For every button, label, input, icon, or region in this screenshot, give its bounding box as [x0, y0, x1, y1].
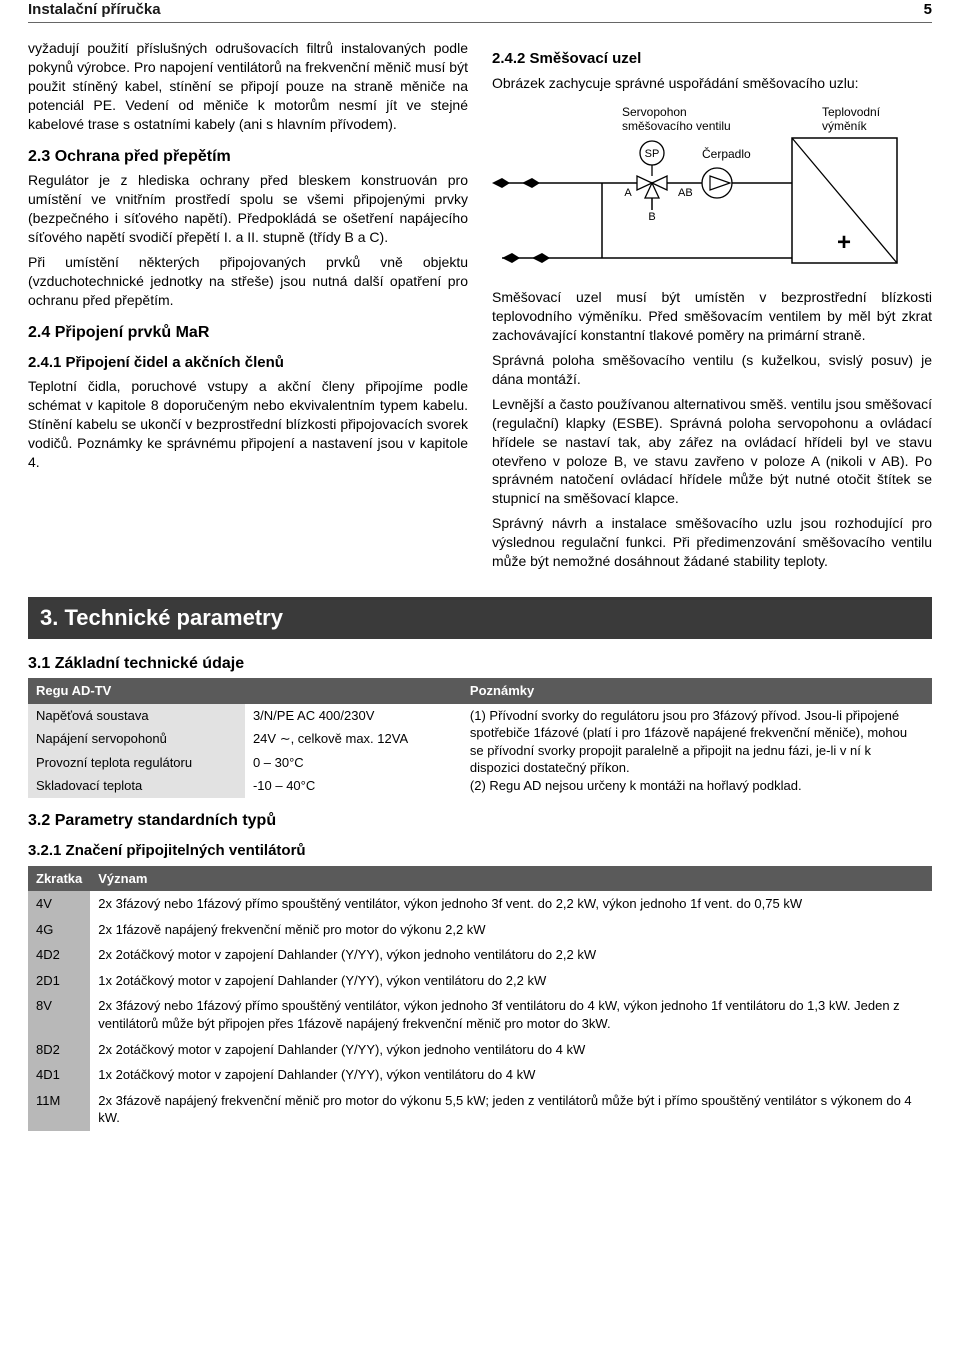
table-fan-codes: Zkratka Význam 4V2x 3fázový nebo 1fázový…	[28, 866, 932, 1131]
heading-3-1: 3.1 Základní technické údaje	[28, 653, 932, 675]
section-3-bar: 3. Technické parametry	[28, 597, 932, 639]
meaning-cell: 2x 3fázový nebo 1fázový přímo spouštěný …	[90, 891, 932, 917]
table-row: 4D11x 2otáčkový motor v zapojení Dahland…	[28, 1062, 932, 1088]
code-cell: 4D2	[28, 942, 90, 968]
meaning-cell: 1x 2otáčkový motor v zapojení Dahlander …	[90, 1062, 932, 1088]
para: Teplotní čidla, poruchové vstupy a akční…	[28, 377, 468, 471]
table-row: 4G2x 1fázově napájený frekvenční měnič p…	[28, 917, 932, 943]
table-row: 4V2x 3fázový nebo 1fázový přímo spouštěn…	[28, 891, 932, 917]
meaning-cell: 2x 3fázový nebo 1fázový přímo spouštěný …	[90, 993, 932, 1036]
cell: Skladovací teplota	[28, 774, 245, 798]
th-regu: Regu AD-TV	[28, 678, 462, 704]
heading-2-3: 2.3 Ochrana před přepětím	[28, 146, 468, 168]
th-code: Zkratka	[28, 866, 90, 892]
left-column: vyžadují použití příslušných odrušovacíc…	[28, 39, 468, 577]
th-meaning: Význam	[90, 866, 932, 892]
para: Regulátor je z hlediska ochrany před ble…	[28, 171, 468, 247]
cell: 0 – 30°C	[245, 751, 462, 775]
mixing-node-diagram: SP A AB B +	[492, 98, 932, 278]
heading-3-2: 3.2 Parametry standardních typů	[28, 810, 932, 832]
table-row: 8V2x 3fázový nebo 1fázový přímo spouštěn…	[28, 993, 932, 1036]
cell: Napájení servopohonů	[28, 727, 245, 751]
label-heat-2: výměník	[822, 119, 868, 133]
diagram-svg: SP A AB B +	[492, 98, 922, 278]
cell: -10 – 40°C	[245, 774, 462, 798]
label-a: A	[624, 187, 632, 199]
table-row: 8D22x 2otáčkový motor v zapojení Dahland…	[28, 1037, 932, 1063]
notes-cell: (1) Přívodní svorky do regulátoru jsou p…	[462, 704, 932, 798]
table-row: 4D22x 2otáčkový motor v zapojení Dahland…	[28, 942, 932, 968]
code-cell: 11M	[28, 1088, 90, 1131]
code-cell: 4V	[28, 891, 90, 917]
heading-2-4-1: 2.4.1 Připojení čidel a akčních členů	[28, 353, 468, 373]
heading-2-4-2: 2.4.2 Směšovací uzel	[492, 49, 932, 69]
two-column-body: vyžadují použití příslušných odrušovacíc…	[28, 39, 932, 577]
meaning-cell: 1x 2otáčkový motor v zapojení Dahlander …	[90, 968, 932, 994]
label-servo-1: Servopohon	[622, 105, 687, 119]
label-ab: AB	[678, 187, 693, 199]
code-cell: 8D2	[28, 1037, 90, 1063]
code-cell: 4D1	[28, 1062, 90, 1088]
table-row: 2D11x 2otáčkový motor v zapojení Dahland…	[28, 968, 932, 994]
right-column: 2.4.2 Směšovací uzel Obrázek zachycuje s…	[492, 39, 932, 577]
th-notes: Poznámky	[462, 678, 932, 704]
page-number: 5	[924, 0, 932, 20]
code-cell: 8V	[28, 993, 90, 1036]
table-row: 11M2x 3fázově napájený frekvenční měnič …	[28, 1088, 932, 1131]
code-cell: 4G	[28, 917, 90, 943]
meaning-cell: 2x 1fázově napájený frekvenční měnič pro…	[90, 917, 932, 943]
table-basic-data: Regu AD-TV Poznámky Napěťová soustava 3/…	[28, 678, 932, 798]
heading-3-2-1: 3.2.1 Značení připojitelných ventilátorů	[28, 841, 932, 861]
para: Směšovací uzel musí být umístěn v bezpro…	[492, 288, 932, 345]
cell: Provozní teplota regulátoru	[28, 751, 245, 775]
para: Obrázek zachycuje správné uspořádání smě…	[492, 74, 932, 93]
header-title: Instalační příručka	[28, 0, 161, 20]
label-sp: SP	[645, 148, 660, 160]
label-heat-1: Teplovodní	[822, 105, 881, 119]
label-pump: Čerpadlo	[702, 146, 751, 161]
para: Správná poloha směšovacího ventilu (s ku…	[492, 351, 932, 389]
meaning-cell: 2x 2otáčkový motor v zapojení Dahlander …	[90, 942, 932, 968]
para: Při umístění některých připojovaných prv…	[28, 253, 468, 310]
cell: 3/N/PE AC 400/230V	[245, 704, 462, 728]
para: Správný návrh a instalace směšovacího uz…	[492, 514, 932, 571]
meaning-cell: 2x 2otáčkový motor v zapojení Dahlander …	[90, 1037, 932, 1063]
label-servo-2: směšovacího ventilu	[622, 119, 731, 133]
page-header: Instalační příručka 5	[28, 0, 932, 23]
heading-2-4: 2.4 Připojení prvků MaR	[28, 322, 468, 344]
label-plus: +	[837, 229, 851, 256]
code-cell: 2D1	[28, 968, 90, 994]
para: Levnější a často používanou alternativou…	[492, 395, 932, 508]
cell: 24V ∼, celkově max. 12VA	[245, 727, 462, 751]
meaning-cell: 2x 3fázově napájený frekvenční měnič pro…	[90, 1088, 932, 1131]
cell: Napěťová soustava	[28, 704, 245, 728]
label-b: B	[648, 211, 655, 223]
para: vyžadují použití příslušných odrušovacíc…	[28, 39, 468, 133]
